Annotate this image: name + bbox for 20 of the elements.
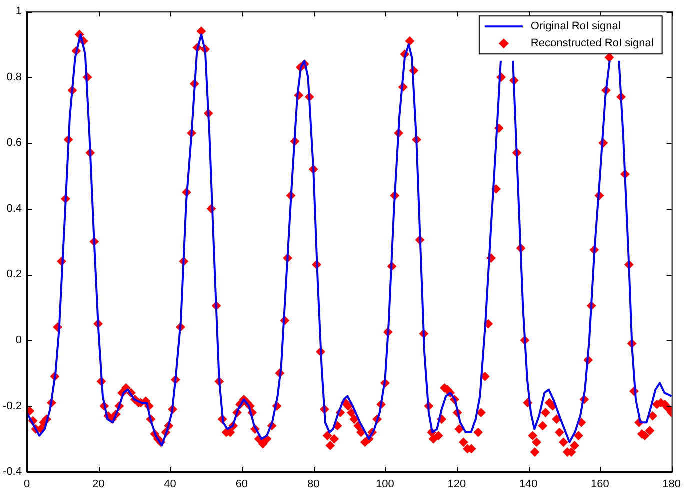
legend-label: Reconstructed RoI signal xyxy=(530,38,654,50)
y-tick-label: 0.2 xyxy=(6,268,22,281)
y-tick-label: 1 xyxy=(16,6,22,18)
y-tick-label: -0.2 xyxy=(3,400,22,412)
y-tick-label: 0 xyxy=(16,334,22,346)
x-tick-label: 20 xyxy=(92,478,105,491)
y-tick-label: 0.6 xyxy=(6,137,22,150)
x-tick-label: 140 xyxy=(519,478,538,491)
y-tick-label: 0.8 xyxy=(6,71,22,84)
x-tick-label: 0 xyxy=(24,478,30,491)
legend-label: Original RoI signal xyxy=(530,20,621,33)
y-tick-label: -0.4 xyxy=(3,466,22,478)
y-tick-label: 0.4 xyxy=(6,202,22,215)
x-tick-label: 180 xyxy=(662,478,682,491)
x-tick-label: 40 xyxy=(164,478,176,491)
x-tick-label: 60 xyxy=(236,478,248,491)
x-tick-label: 80 xyxy=(307,478,320,491)
x-tick-label: 120 xyxy=(448,478,466,491)
x-tick-label: 100 xyxy=(376,478,394,491)
x-tick-label: 160 xyxy=(590,478,610,491)
